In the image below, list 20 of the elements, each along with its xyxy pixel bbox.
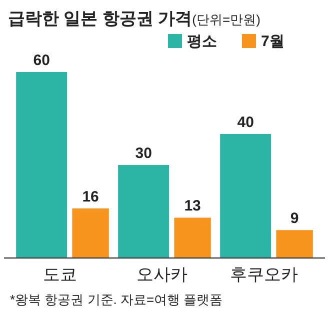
legend-label: 7월 <box>261 33 284 50</box>
bar <box>118 165 170 258</box>
data-label: 60 <box>33 52 50 69</box>
bar <box>174 218 211 258</box>
data-label: 40 <box>237 114 254 131</box>
x-tick-label: 후쿠오카 <box>230 265 298 284</box>
data-label: 13 <box>184 198 201 215</box>
legend-label: 평소 <box>187 33 217 50</box>
x-tick-label: 오사카 <box>136 265 188 284</box>
chart-title: 급락한 일본 항공권 가격 <box>8 9 192 28</box>
bar <box>16 72 68 258</box>
chart-subtitle: (단위=만원) <box>192 12 260 27</box>
bar <box>72 208 109 258</box>
bar <box>276 230 313 258</box>
x-tick-label: 도쿄 <box>42 265 77 284</box>
data-label: 30 <box>135 145 152 162</box>
data-label: 16 <box>82 188 99 206</box>
data-label: 9 <box>290 210 299 228</box>
bar <box>220 134 272 258</box>
text: *왕복 항공권 기준. 자료=여행 플랫폼 <box>10 292 223 307</box>
